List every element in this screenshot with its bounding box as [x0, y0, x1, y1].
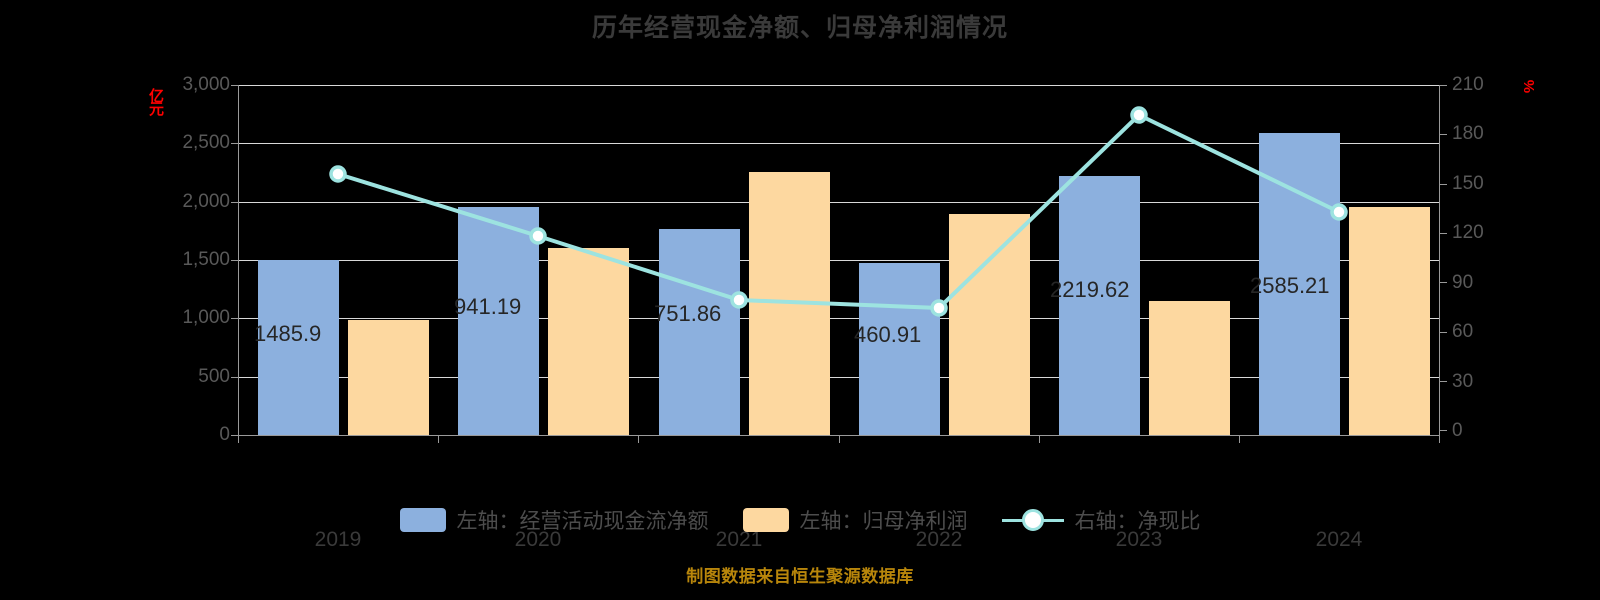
bar-netprofit-2019[interactable] — [348, 320, 429, 435]
legend-label-netprofit: 左轴：归母净利润 — [799, 510, 968, 533]
x-axis-label-2022: 2022 — [915, 528, 963, 551]
plot-area: 1485.9 941.19 751.86 460.91 2219.62 2585… — [231, 85, 1447, 551]
right-axis-tick-60: 60 — [1452, 321, 1474, 342]
bar-netprofit-2020[interactable] — [548, 248, 629, 435]
line-point-2020[interactable] — [529, 227, 547, 245]
bar-cashflow-2024[interactable] — [1259, 133, 1340, 435]
left-axis-unit-label: 亿元 — [147, 88, 164, 114]
left-axis-tick-2500: 2,500 — [182, 132, 230, 153]
bar-value-label-2022: 460.91 — [854, 322, 922, 347]
x-axis-tick — [638, 435, 639, 443]
x-axis-tick — [839, 435, 840, 443]
gridline — [238, 143, 1440, 144]
axis-tick — [231, 260, 238, 261]
left-axis-tick-0: 0 — [219, 424, 230, 445]
legend-item-ratio[interactable]: 右轴：净现比 — [1001, 505, 1201, 535]
bar-netprofit-2022[interactable] — [949, 214, 1030, 435]
x-axis-tick — [1239, 435, 1240, 443]
axis-tick — [1440, 134, 1447, 135]
gridline — [238, 260, 1440, 261]
page-title: 历年经营现金净额、归母净利润情况 — [591, 14, 1008, 42]
line-point-2022[interactable] — [930, 299, 948, 317]
right-axis-tick-120: 120 — [1452, 222, 1484, 243]
axis-tick — [1440, 332, 1447, 333]
netcash-ratio-line-series — [329, 106, 1348, 317]
bar-value-label-2024: 2585.21 — [1250, 273, 1330, 298]
x-axis-label-2019: 2019 — [314, 528, 362, 551]
right-axis-tick-150: 150 — [1452, 173, 1484, 194]
x-axis-tick — [438, 435, 439, 443]
left-axis-tick-1000: 1,000 — [182, 307, 230, 328]
x-axis-label-2021: 2021 — [715, 528, 763, 551]
axis-tick — [231, 377, 238, 378]
x-axis-label-2024: 2024 — [1315, 528, 1363, 551]
left-axis-tick-3000: 3,000 — [182, 74, 230, 95]
bar-cashflow-2022[interactable] — [859, 263, 940, 435]
legend-item-cashflow[interactable]: 左轴：经营活动现金流净额 — [399, 505, 709, 535]
left-axis-tick-1500: 1,500 — [182, 249, 230, 270]
gridline — [238, 85, 1440, 86]
bar-cashflow-2021[interactable] — [659, 229, 740, 435]
bar-cashflow-2019[interactable] — [258, 260, 339, 435]
gridline — [238, 377, 1440, 378]
right-axis-tick-90: 90 — [1452, 272, 1474, 293]
chart-footer-note: 制图数据来自恒生聚源数据库 — [686, 567, 914, 586]
x-axis-tick — [1439, 435, 1440, 443]
right-axis-tick-210: 210 — [1452, 74, 1484, 95]
axis-tick — [1440, 381, 1447, 382]
chart-legend: 左轴：经营活动现金流净额 左轴：归母净利润 右轴：净现比 — [0, 505, 1600, 535]
x-axis-label-2020: 2020 — [514, 528, 562, 551]
right-axis-line — [1439, 85, 1440, 435]
bar-value-label-2021: 751.86 — [654, 301, 722, 326]
axis-tick — [231, 85, 238, 86]
legend-item-netprofit[interactable]: 左轴：归母净利润 — [742, 505, 968, 535]
axis-tick — [231, 435, 238, 436]
axis-tick — [231, 202, 238, 203]
bar-value-label-2020: 941.19 — [454, 294, 522, 319]
axis-tick — [231, 143, 238, 144]
legend-label-ratio: 右轴：净现比 — [1074, 510, 1201, 533]
bar-netprofit-2024[interactable] — [1349, 207, 1430, 435]
line-point-2024[interactable] — [1330, 203, 1348, 221]
left-axis-line — [238, 85, 239, 435]
right-axis-tick-0: 0 — [1452, 420, 1463, 441]
right-axis-unit-label: % — [1521, 79, 1539, 94]
axis-tick — [1440, 282, 1447, 283]
bar-netprofit-2023[interactable] — [1149, 301, 1230, 435]
line-point-2019[interactable] — [329, 165, 347, 183]
bar-cashflow-2023[interactable] — [1059, 176, 1140, 435]
axis-tick — [1440, 430, 1447, 431]
left-axis-tick-500: 500 — [198, 366, 230, 387]
bar-cashflow-2020[interactable] — [458, 207, 539, 435]
line-point-2023[interactable] — [1130, 106, 1148, 124]
legend-label-cashflow: 左轴：经营活动现金流净额 — [456, 510, 709, 533]
axis-tick — [231, 318, 238, 319]
legend-swatch-icon — [742, 508, 789, 532]
gridline — [238, 318, 1440, 319]
line-point-2021[interactable] — [730, 291, 748, 309]
right-axis-tick-180: 180 — [1452, 123, 1484, 144]
axis-tick — [1440, 184, 1447, 185]
gridline — [238, 202, 1440, 203]
line-path — [336, 113, 1341, 310]
legend-line-marker-icon — [1001, 509, 1064, 531]
x-axis-tick — [238, 435, 239, 443]
left-axis-tick-2000: 2,000 — [182, 191, 230, 212]
axis-tick — [1440, 233, 1447, 234]
legend-swatch-icon — [399, 508, 446, 532]
axis-tick — [1440, 85, 1447, 86]
bar-value-label-2019: 1485.9 — [254, 321, 322, 346]
right-axis-tick-30: 30 — [1452, 371, 1474, 392]
bar-value-label-2023: 2219.62 — [1050, 277, 1130, 302]
x-axis-tick — [1039, 435, 1040, 443]
x-axis-label-2023: 2023 — [1115, 528, 1163, 551]
